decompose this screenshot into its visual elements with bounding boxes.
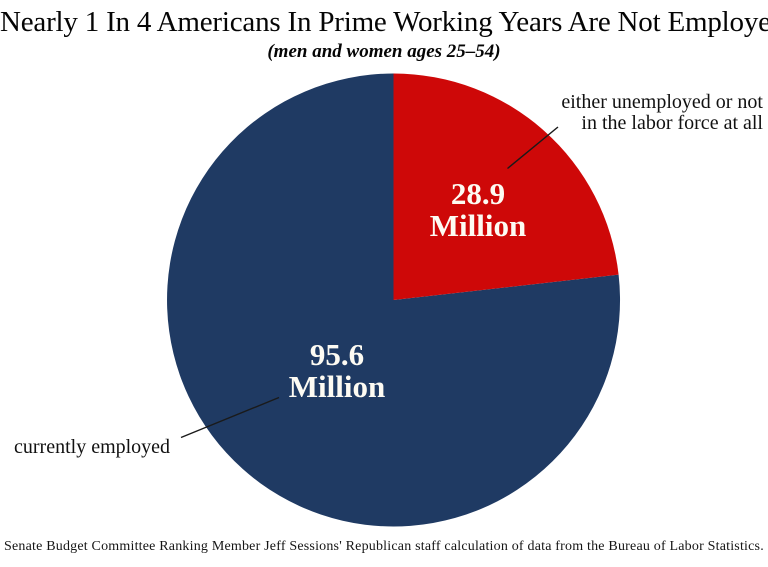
employed-value-label: 95.6 Million <box>289 339 385 403</box>
leader-line-not-employed <box>507 126 559 170</box>
employed-annotation: currently employed <box>14 436 171 458</box>
pie-slice-not-employed <box>393 73 619 300</box>
employed-value: 95.6 <box>309 337 365 372</box>
source-note: Senate Budget Committee Ranking Member J… <box>4 539 764 554</box>
chart-title: Nearly 1 In 4 Americans In Prime Working… <box>0 6 768 38</box>
not-employed-unit: Million <box>429 208 527 243</box>
chart-subtitle: (men and women ages 25–54) <box>267 41 501 62</box>
not-employed-value: 28.9 <box>450 176 506 211</box>
pie-slice-employed <box>167 73 621 527</box>
not-employed-value-label: 28.9 Million <box>430 178 526 242</box>
not-employed-annotation-line1: either unemployed or not <box>561 91 763 113</box>
leader-line-employed <box>180 396 280 439</box>
not-employed-annotation-line2: in the labor force at all <box>581 112 763 134</box>
employed-unit: Million <box>288 369 386 404</box>
not-employed-annotation: either unemployed or not in the labor fo… <box>561 92 763 134</box>
